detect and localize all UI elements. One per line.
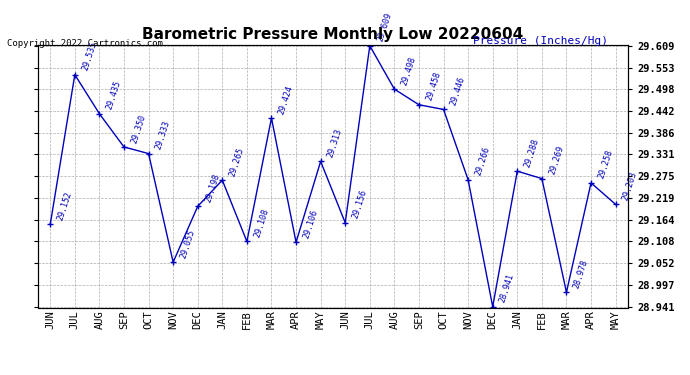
- Text: Copyright 2022 Cartronics.com: Copyright 2022 Cartronics.com: [7, 39, 163, 48]
- Text: 29.609: 29.609: [375, 12, 393, 43]
- Text: 29.424: 29.424: [277, 84, 295, 115]
- Text: 29.333: 29.333: [154, 120, 172, 151]
- Text: 29.203: 29.203: [621, 170, 639, 202]
- Text: Pressure (Inches/Hg): Pressure (Inches/Hg): [473, 36, 608, 46]
- Text: 29.108: 29.108: [253, 207, 270, 239]
- Text: 29.288: 29.288: [523, 137, 541, 168]
- Text: 29.258: 29.258: [597, 149, 614, 180]
- Text: 29.498: 29.498: [400, 55, 417, 86]
- Text: 29.446: 29.446: [449, 75, 467, 106]
- Text: 29.313: 29.313: [326, 128, 344, 159]
- Text: 28.941: 28.941: [498, 273, 516, 304]
- Text: 29.350: 29.350: [130, 113, 148, 144]
- Text: 29.198: 29.198: [204, 172, 221, 204]
- Text: 29.266: 29.266: [473, 146, 491, 177]
- Text: 29.106: 29.106: [302, 208, 319, 240]
- Text: 29.535: 29.535: [80, 40, 98, 72]
- Text: 29.458: 29.458: [424, 70, 442, 102]
- Text: 29.152: 29.152: [56, 190, 74, 222]
- Text: 28.978: 28.978: [572, 258, 590, 290]
- Text: 29.265: 29.265: [228, 146, 246, 177]
- Text: 29.269: 29.269: [547, 144, 565, 176]
- Text: 29.156: 29.156: [351, 189, 368, 220]
- Text: 29.055: 29.055: [179, 228, 197, 260]
- Title: Barometric Pressure Monthly Low 20220604: Barometric Pressure Monthly Low 20220604: [142, 27, 524, 42]
- Text: 29.435: 29.435: [105, 80, 123, 111]
